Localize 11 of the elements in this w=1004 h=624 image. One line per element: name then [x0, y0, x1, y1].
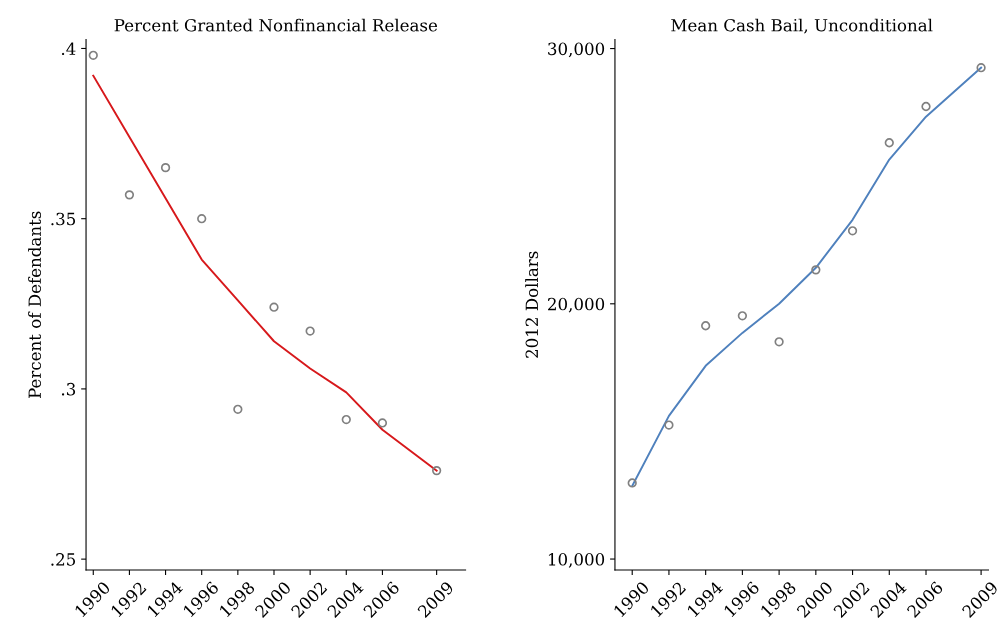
y-tick-label: 20,000	[548, 297, 605, 313]
y-axis-title: Percent of Defendants	[28, 211, 42, 399]
chart-title: Mean Cash Bail, Unconditional	[671, 18, 933, 34]
y-tick-label: .3	[61, 382, 76, 396]
y-tick-label: 30,000	[548, 42, 605, 58]
y-tick-label: .4	[61, 42, 76, 56]
y-tick-label: 10,000	[548, 553, 605, 568]
y-tick-label: .35	[51, 212, 76, 226]
chart-title: Percent Granted Nonfinancial Release	[114, 18, 438, 32]
y-axis-title: 2012 Dollars	[525, 251, 539, 358]
y-tick-label: .25	[51, 553, 76, 566]
